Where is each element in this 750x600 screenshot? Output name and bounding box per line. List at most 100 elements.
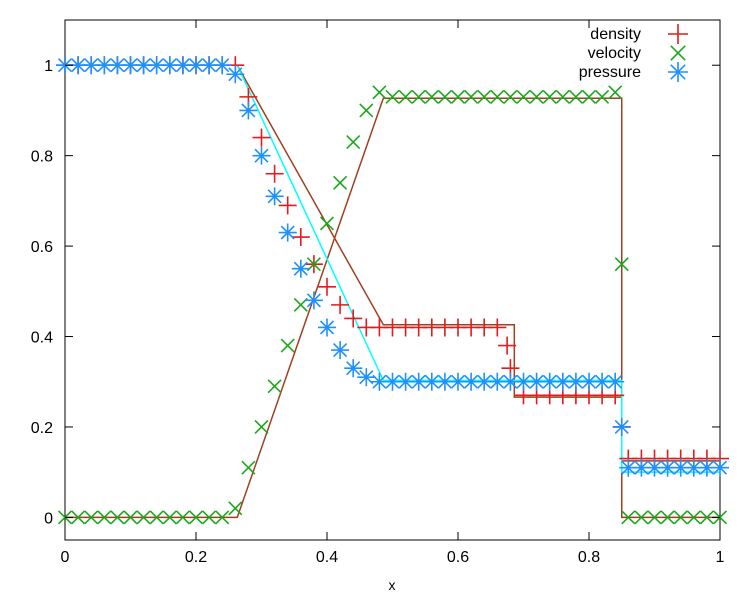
velocity-marker [608, 85, 623, 100]
velocity-marker [228, 501, 243, 516]
velocity-marker [319, 216, 335, 231]
velocity-marker [581, 89, 597, 104]
x-tick-label: 0.6 [447, 549, 469, 566]
velocity-marker [542, 89, 557, 104]
pressure-marker [409, 372, 428, 391]
density-marker [291, 228, 310, 247]
legend-marker-pressure [668, 62, 688, 82]
pressure-marker [213, 56, 232, 75]
velocity-marker [424, 89, 439, 104]
x-tick-label: 0.2 [185, 549, 207, 566]
velocity-marker [398, 89, 413, 104]
y-tick-label: 0 [44, 510, 53, 527]
density-marker [331, 295, 350, 314]
pressure-marker [304, 291, 323, 310]
y-tick-label: 0.4 [31, 330, 53, 347]
velocity-marker [188, 510, 204, 525]
pressure-marker [580, 372, 598, 391]
velocity-marker [437, 89, 452, 104]
velocity-marker [516, 89, 531, 104]
pressure-marker [658, 458, 677, 477]
velocity-marker [621, 510, 636, 525]
pressure-marker [553, 372, 572, 391]
velocity-marker [568, 89, 583, 104]
analytic-curves [65, 64, 720, 519]
pressure-marker [226, 65, 245, 84]
data-markers [56, 56, 729, 525]
legend-marker-velocity [670, 45, 686, 61]
velocity-marker [123, 510, 138, 525]
velocity-marker [71, 510, 86, 525]
pressure-marker [187, 56, 205, 75]
velocity-marker [411, 89, 426, 104]
pressure-marker [619, 458, 638, 477]
pressure-marker [566, 372, 585, 391]
velocity-marker [673, 510, 688, 525]
legend-label-pressure: pressure [579, 64, 641, 81]
density-marker [488, 318, 507, 337]
pressure-marker [606, 372, 625, 391]
velocity-marker [241, 460, 256, 475]
velocity-marker [372, 85, 387, 100]
velocity-marker [346, 135, 361, 150]
velocity-marker [686, 510, 701, 525]
velocity-marker [202, 510, 217, 525]
velocity-marker [464, 89, 479, 104]
velocity-marker [254, 419, 269, 435]
pressure-marker [265, 187, 284, 206]
density-marker [318, 277, 336, 296]
legend-label-velocity: velocity [588, 45, 641, 62]
velocity-marker [149, 510, 164, 525]
axis-tick-labels: 0 0.2 0.4 0.6 0.8 1 0 0.2 0.4 0.6 0.8 1 [31, 58, 725, 566]
pressure-marker [612, 417, 631, 436]
velocity-marker [280, 338, 295, 353]
axis-ticks [64, 20, 721, 540]
legend-marker-density [668, 24, 688, 44]
velocity-marker [614, 257, 629, 272]
velocity-marker [503, 89, 518, 104]
legend: density velocity pressure [579, 24, 688, 82]
velocity-marker [529, 89, 544, 104]
velocity-marker [215, 510, 230, 525]
x-tick-label: 0.8 [578, 549, 600, 566]
pressure-marker [278, 223, 297, 242]
velocity-marker [267, 379, 282, 394]
x-tick-label: 0 [61, 549, 70, 566]
density-marker [252, 128, 271, 147]
y-tick-label: 0.2 [31, 420, 53, 437]
velocity-marker [490, 89, 505, 104]
velocity-marker [97, 510, 112, 525]
velocity-marker [477, 89, 492, 104]
pressure-marker [357, 368, 376, 387]
pressure-marker [370, 372, 389, 391]
pressure-marker [318, 318, 336, 337]
y-tick-label: 0.8 [31, 149, 53, 166]
x-axis-label: x [389, 577, 396, 593]
velocity-marker [647, 510, 662, 525]
x-tick-label: 1 [716, 549, 725, 566]
velocity-marker [450, 89, 466, 104]
plot-frame [64, 19, 721, 541]
velocity-marker [84, 510, 99, 525]
velocity-marker [110, 510, 125, 525]
y-tick-label: 1 [44, 58, 53, 75]
pressure-marker [396, 372, 415, 391]
pressure-marker [331, 341, 350, 360]
y-tick-label: 0.6 [31, 239, 53, 256]
x-tick-label: 0.4 [316, 549, 338, 566]
pressure-marker [711, 458, 729, 477]
velocity-marker [699, 510, 714, 525]
velocity-marker [660, 510, 675, 525]
velocity-marker [175, 510, 190, 525]
pressure-marker [252, 146, 271, 165]
velocity-marker [333, 175, 348, 190]
velocity-marker [359, 103, 374, 118]
pressure-marker [462, 372, 481, 391]
density-marker [278, 196, 297, 215]
legend-label-density: density [590, 26, 641, 43]
density-marker [265, 164, 284, 183]
density-marker [498, 336, 517, 355]
pressure-marker [160, 56, 179, 75]
density-marker [344, 309, 363, 328]
